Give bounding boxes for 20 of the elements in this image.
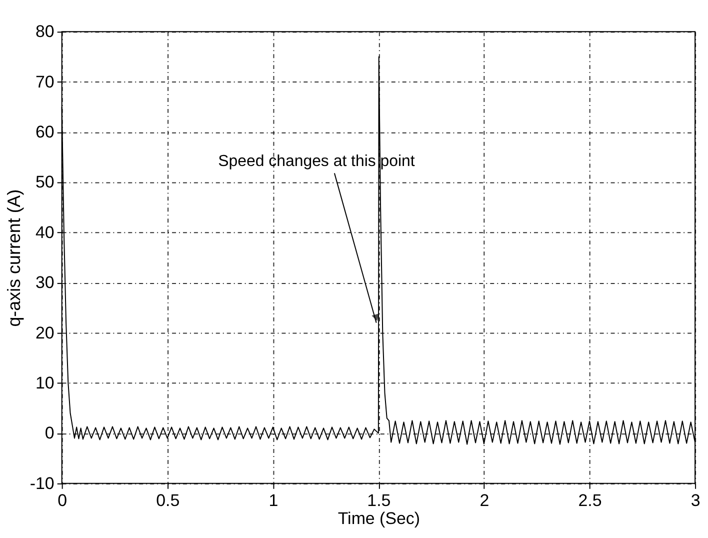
y-tick-label: 10 (36, 373, 54, 392)
x-tick-label: 0 (58, 490, 68, 510)
y-axis-title: q-axis current (A) (4, 189, 24, 327)
y-tick-label: 80 (36, 22, 54, 42)
x-tick-label: 2.5 (578, 490, 602, 510)
x-tick-label: 0.5 (156, 490, 180, 510)
annotation: Speed changes at this point (218, 153, 416, 170)
y-tick-label: 30 (36, 273, 54, 292)
x-tick-label: 2 (480, 490, 490, 510)
y-tick-label: -10 (30, 474, 54, 493)
y-tick-label: 40 (36, 222, 54, 242)
y-tick-label: 20 (36, 323, 54, 342)
x-tick-label: 1.5 (367, 490, 391, 510)
x-tick-label: 1 (268, 490, 278, 510)
y-tick-label: 50 (36, 172, 54, 192)
y-tick-label: 60 (36, 122, 54, 142)
x-axis-title: Time (Sec) (338, 508, 420, 528)
y-tick-label: 70 (36, 72, 54, 92)
y-tick-label: 0 (44, 424, 54, 443)
x-tick-label: 3 (690, 490, 700, 510)
